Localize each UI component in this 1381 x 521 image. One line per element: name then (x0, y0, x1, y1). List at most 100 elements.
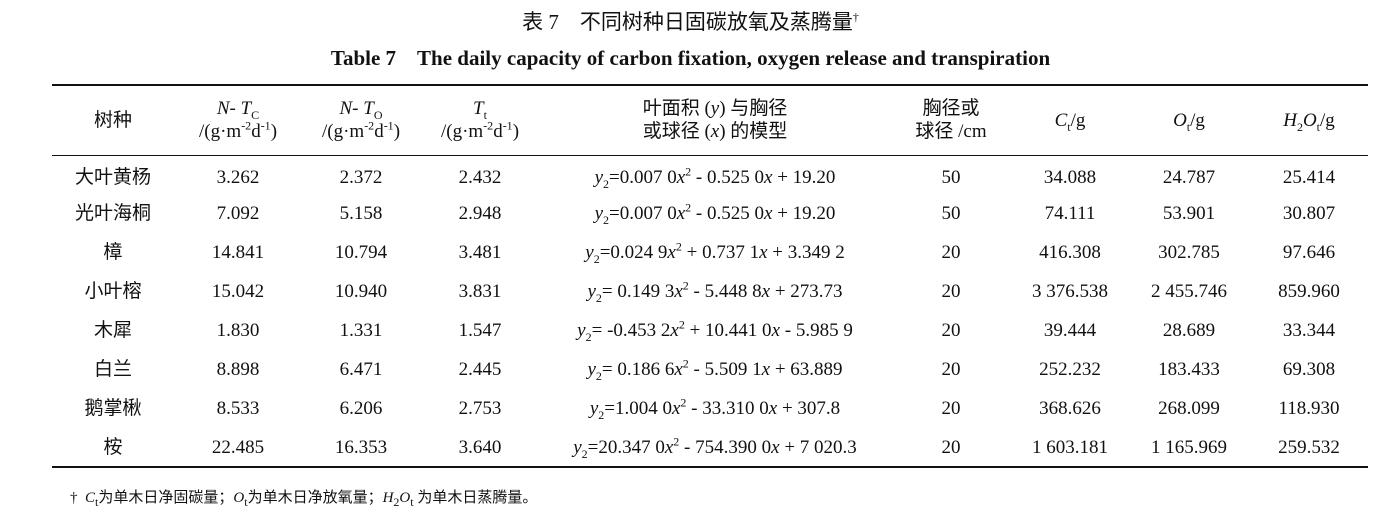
value-cell: 22.485 (211, 436, 265, 458)
formula-part: + 0.737 1 (681, 242, 760, 263)
value-cell: 10.794 (334, 242, 388, 263)
formula-part: y (594, 167, 604, 189)
formula-part: 2 (682, 278, 689, 293)
formula-part: = -0.453 2 (591, 320, 671, 341)
value-cell: 69.308 (1282, 359, 1336, 380)
formula-part: y (573, 436, 582, 458)
value-cell: 2.445 (458, 359, 502, 380)
header-text: t (483, 108, 487, 123)
species-cell: 桉 (103, 436, 123, 458)
formula-part: + 3.349 2 (767, 242, 845, 263)
formula-part: - 0.525 0 (691, 167, 764, 189)
value-cell: 368.626 (1039, 398, 1101, 419)
value-cell: 20 (941, 398, 961, 419)
header-text: ) (393, 121, 401, 143)
table-row: 桉 22.485 16.353 3.640 y2=20.347 0x2 - 754.39… (52, 428, 1368, 467)
footnote-text: 为单木日蒸腾量。 (413, 490, 538, 506)
formula-part: 2 (673, 434, 680, 449)
formula-cell: y2=0.007 0x2 - 0.525 0x + 19.20 (540, 155, 890, 194)
formula-part: =0.024 9 (599, 242, 668, 263)
header-cell: N- TC /(g·m-2d-1) (174, 85, 302, 155)
header-cell: 树种 (52, 85, 174, 155)
table-row: 樟 14.841 10.794 3.481 y2=0.024 9x2 + 0.737 1… (52, 233, 1368, 272)
value-cell: 1.547 (458, 320, 502, 341)
formula-part: x (674, 281, 683, 302)
header-text: 叶面积 ( (642, 98, 711, 120)
formula-part: x (764, 203, 773, 224)
species-cell: 樟 (103, 242, 123, 263)
header-text: ) 与胸径 (719, 98, 788, 120)
header-cell: Tt/(g·m-2d-1) (420, 85, 540, 155)
value-cell: 20 (941, 320, 961, 341)
formula-part: =0.007 0 (609, 167, 677, 189)
table-header: 树种 N- TC/(g·m-2d-1) N- TO/(g·m-2d-1) Tt /… (52, 85, 1368, 155)
formula-part: x (671, 398, 681, 419)
value-cell: 2.753 (458, 398, 502, 419)
formula-part: 2 (598, 407, 605, 422)
formula-cell: y2= 0.149 3x2 - 5.448 8x + 273.73 (540, 272, 890, 311)
formula-part: =1.004 0 (604, 398, 672, 419)
header-cell: H2Ot/g (1250, 85, 1368, 155)
value-cell: 3 376.538 (1032, 281, 1108, 302)
value-cell: 8.533 (216, 398, 260, 419)
formula-part: x (670, 320, 679, 341)
title-zh: 表 7 不同树种日固碳放氧及蒸腾量† (0, 6, 1381, 36)
header-text: N- T (216, 98, 252, 120)
value-cell: 268.099 (1158, 398, 1220, 419)
formula-part: x (664, 436, 674, 458)
header-text: ) (270, 121, 278, 143)
header-text: -1 (502, 118, 513, 133)
formula-part: 2 (595, 368, 602, 383)
value-cell: 2 455.746 (1151, 281, 1227, 302)
value-cell: 50 (941, 167, 961, 189)
value-cell: 416.308 (1039, 242, 1101, 263)
value-cell: 30.807 (1282, 203, 1336, 224)
value-cell: 53.901 (1162, 203, 1216, 224)
header-text: t (1067, 119, 1071, 134)
table-row: 光叶海桐 7.092 5.158 2.948 y2=0.007 0x2 - 0.525 … (52, 194, 1368, 233)
header-text: ) (512, 121, 520, 143)
formula-part: + 273.73 (770, 281, 843, 302)
header-text: H (1283, 109, 1297, 131)
header-text: T (473, 98, 484, 120)
formula-part: 2 (603, 177, 610, 192)
formula-part: 2 (585, 329, 592, 344)
formula-part: =0.007 0 (609, 203, 677, 224)
table-row: 木犀 1.830 1.331 1.547 y2= -0.453 2x2 + 10.441… (52, 311, 1368, 350)
header-text: t (1186, 119, 1191, 134)
formula-part: y (589, 398, 599, 419)
header-text: 或球径 ( (642, 121, 711, 143)
header-cell: Ct/g (1012, 85, 1128, 155)
formula-part: + 19.20 (772, 203, 836, 224)
formula-part: x (667, 242, 676, 263)
formula-part: = 0.186 6 (601, 359, 675, 380)
value-cell: 34.088 (1043, 167, 1097, 189)
formula-part: x (676, 167, 686, 189)
header-text: d (251, 121, 261, 143)
value-cell: 3.262 (216, 167, 260, 189)
header-text: /g (1320, 109, 1335, 131)
value-cell: 3.831 (458, 281, 502, 302)
formula-part: x (764, 167, 773, 189)
value-cell: 39.444 (1043, 320, 1097, 341)
formula-part: 2 (682, 356, 689, 371)
header-text: O (373, 108, 383, 123)
header-text: /(g·m (440, 121, 484, 143)
formula-part: =20.347 0 (587, 436, 665, 458)
value-cell: 8.898 (216, 359, 260, 380)
value-cell: 2.948 (458, 203, 502, 224)
value-cell: 20 (941, 242, 961, 263)
table-row: 小叶榕 15.042 10.940 3.831 y2= 0.149 3x2 - 5.44… (52, 272, 1368, 311)
value-cell: 3.481 (458, 242, 502, 263)
value-cell: 1.331 (339, 320, 383, 341)
formula-part: - 5.509 1 (688, 359, 762, 380)
formula-part: + 19.20 (772, 167, 836, 189)
header-text: O (1302, 109, 1317, 131)
formula-part: - 754.390 0 (679, 436, 772, 458)
formula-part: x (761, 359, 771, 380)
formula-part: - 5.985 9 (780, 320, 853, 341)
formula-part: x (674, 359, 683, 380)
value-cell: 1.830 (216, 320, 260, 341)
footnote-text: O (233, 490, 245, 506)
